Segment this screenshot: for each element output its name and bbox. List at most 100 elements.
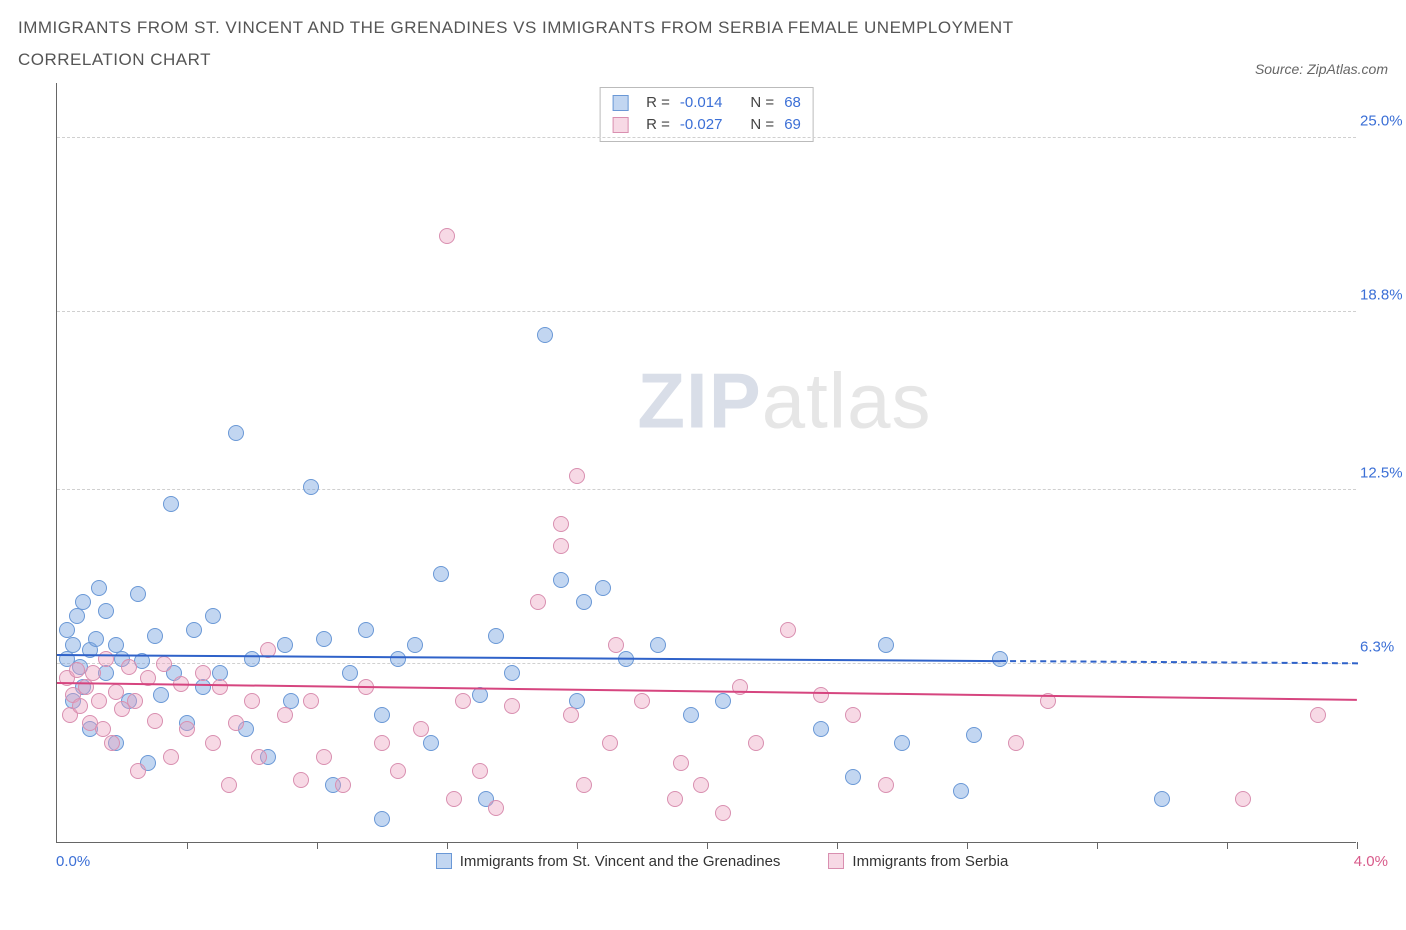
- data-point: [748, 735, 764, 751]
- data-point: [1235, 791, 1251, 807]
- data-point: [153, 687, 169, 703]
- legend-item: Immigrants from St. Vincent and the Gren…: [436, 853, 781, 870]
- data-point: [163, 749, 179, 765]
- data-point: [163, 496, 179, 512]
- data-point: [390, 651, 406, 667]
- x-tick: [187, 842, 188, 849]
- data-point: [121, 659, 137, 675]
- data-point: [845, 769, 861, 785]
- x-tick: [1357, 842, 1358, 849]
- data-point: [127, 693, 143, 709]
- gridline: [57, 137, 1356, 138]
- x-tick: [447, 842, 448, 849]
- y-tick-label: 18.8%: [1360, 287, 1406, 304]
- x-tick: [577, 842, 578, 849]
- data-point: [65, 637, 81, 653]
- data-point: [530, 594, 546, 610]
- data-point: [845, 707, 861, 723]
- data-point: [205, 608, 221, 624]
- data-point: [569, 468, 585, 484]
- data-point: [293, 772, 309, 788]
- data-point: [69, 608, 85, 624]
- data-point: [667, 791, 683, 807]
- x-tick: [1097, 842, 1098, 849]
- watermark: ZIPatlas: [637, 356, 931, 447]
- data-point: [205, 735, 221, 751]
- data-point: [553, 572, 569, 588]
- data-point: [195, 665, 211, 681]
- data-point: [374, 811, 390, 827]
- data-point: [780, 622, 796, 638]
- data-point: [715, 805, 731, 821]
- data-point: [1008, 735, 1024, 751]
- data-point: [488, 800, 504, 816]
- data-point: [504, 665, 520, 681]
- data-point: [316, 749, 332, 765]
- data-point: [91, 693, 107, 709]
- data-point: [602, 735, 618, 751]
- data-point: [335, 777, 351, 793]
- legend-swatch: [828, 853, 844, 869]
- data-point: [95, 721, 111, 737]
- legend-n-label: N =: [750, 92, 774, 115]
- scatter-plot: ZIPatlas R =-0.014N =68R =-0.027N =69 6.…: [56, 83, 1356, 843]
- data-point: [407, 637, 423, 653]
- data-point: [595, 580, 611, 596]
- data-point: [472, 763, 488, 779]
- data-point: [650, 637, 666, 653]
- data-point: [156, 656, 172, 672]
- data-point: [85, 665, 101, 681]
- data-point: [277, 707, 293, 723]
- data-point: [390, 763, 406, 779]
- data-point: [683, 707, 699, 723]
- legend-n-value: 68: [784, 92, 801, 115]
- data-point: [303, 479, 319, 495]
- data-point: [423, 735, 439, 751]
- data-point: [244, 693, 260, 709]
- data-point: [894, 735, 910, 751]
- data-point: [966, 727, 982, 743]
- data-point: [358, 622, 374, 638]
- data-point: [813, 721, 829, 737]
- data-point: [78, 679, 94, 695]
- legend-swatch: [612, 117, 628, 133]
- x-axis-min-label: 0.0%: [56, 853, 90, 870]
- data-point: [88, 631, 104, 647]
- data-point: [576, 594, 592, 610]
- y-tick-label: 12.5%: [1360, 464, 1406, 481]
- data-point: [212, 679, 228, 695]
- data-point: [244, 651, 260, 667]
- data-point: [374, 707, 390, 723]
- y-tick-label: 6.3%: [1360, 639, 1406, 656]
- data-point: [553, 538, 569, 554]
- data-point: [553, 516, 569, 532]
- data-point: [277, 637, 293, 653]
- data-point: [992, 651, 1008, 667]
- legend-item: Immigrants from Serbia: [828, 853, 1008, 870]
- gridline: [57, 311, 1356, 312]
- data-point: [413, 721, 429, 737]
- data-point: [186, 622, 202, 638]
- data-point: [563, 707, 579, 723]
- data-point: [504, 698, 520, 714]
- x-tick: [707, 842, 708, 849]
- x-tick: [317, 842, 318, 849]
- data-point: [342, 665, 358, 681]
- legend-n-label: N =: [750, 114, 774, 137]
- legend-r-value: -0.027: [680, 114, 723, 137]
- data-point: [303, 693, 319, 709]
- legend-r-value: -0.014: [680, 92, 723, 115]
- chart-container: Female Unemployment ZIPatlas R =-0.014N …: [18, 83, 1388, 870]
- data-point: [221, 777, 237, 793]
- data-point: [878, 777, 894, 793]
- legend-entry: R =-0.014N =68: [612, 92, 801, 115]
- series-legend: Immigrants from St. Vincent and the Gren…: [436, 853, 1009, 870]
- trend-line: [57, 654, 1000, 662]
- data-point: [195, 679, 211, 695]
- data-point: [693, 777, 709, 793]
- data-point: [72, 698, 88, 714]
- data-point: [1154, 791, 1170, 807]
- data-point: [228, 425, 244, 441]
- legend-series-name: Immigrants from Serbia: [852, 853, 1008, 870]
- legend-r-label: R =: [646, 114, 670, 137]
